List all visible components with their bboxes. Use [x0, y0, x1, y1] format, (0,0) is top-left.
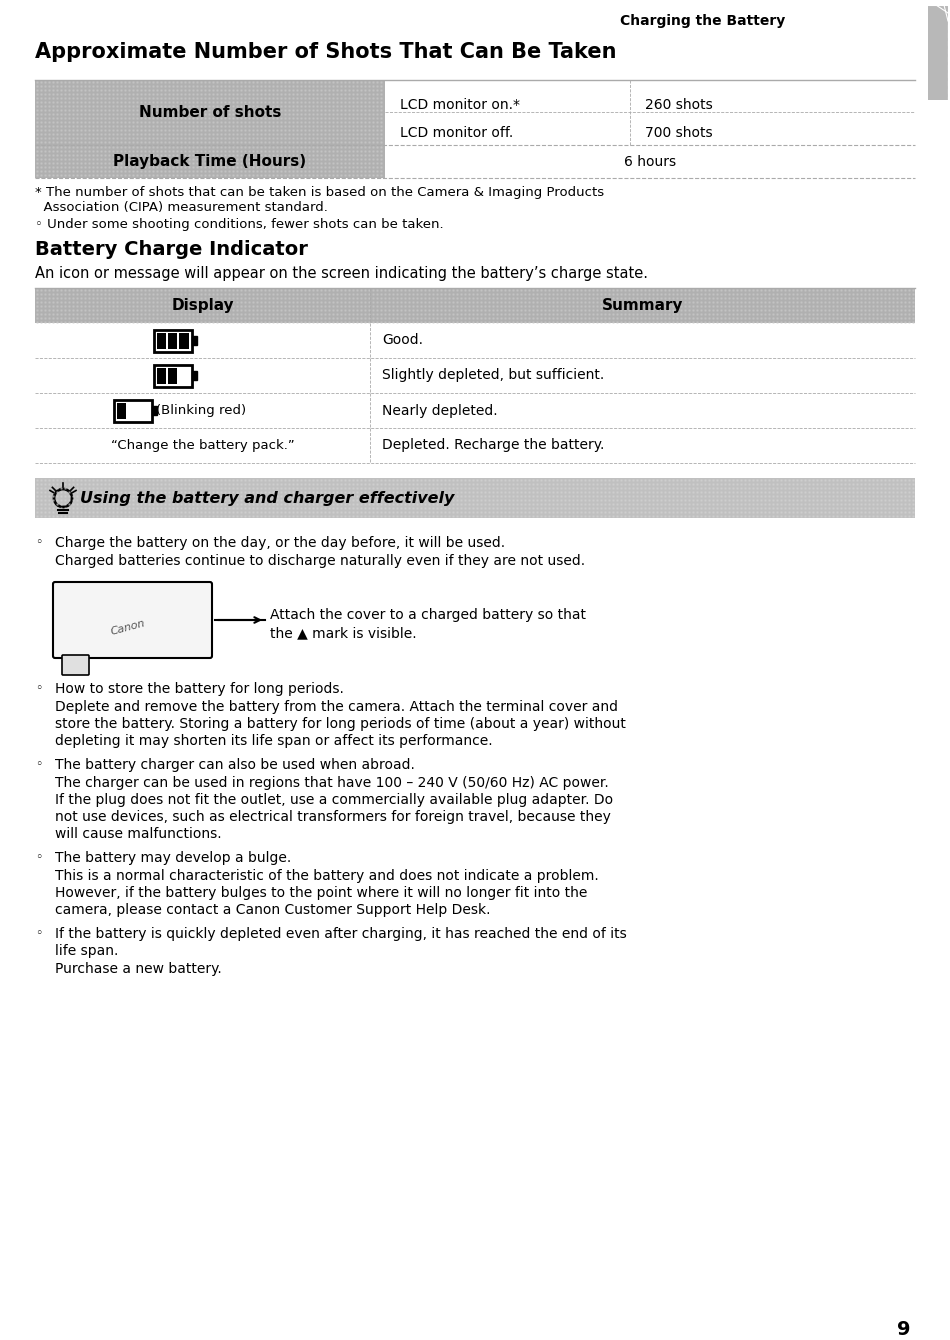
Text: life span.: life span.	[55, 943, 119, 958]
Text: LCD monitor off.: LCD monitor off.	[400, 126, 513, 139]
Text: Purchase a new battery.: Purchase a new battery.	[55, 962, 221, 976]
Bar	[35, 478, 915, 519]
Text: Charged batteries continue to discharge naturally even if they are not used.: Charged batteries continue to discharge …	[55, 553, 585, 568]
Text: ◦: ◦	[35, 851, 43, 864]
Text: 260 shots: 260 shots	[645, 98, 712, 113]
Text: Slightly depleted, but sufficient.: Slightly depleted, but sufficient.	[382, 369, 604, 382]
Text: Battery Charge Indicator: Battery Charge Indicator	[35, 240, 308, 259]
Text: will cause malfunctions.: will cause malfunctions.	[55, 827, 221, 842]
Text: How to store the battery for long periods.: How to store the battery for long period…	[55, 682, 344, 695]
Text: The battery may develop a bulge.: The battery may develop a bulge.	[55, 851, 292, 866]
Text: An icon or message will appear on the screen indicating the battery’s charge sta: An icon or message will appear on the sc…	[35, 267, 648, 281]
Text: ◦: ◦	[35, 758, 43, 770]
Bar	[35, 288, 915, 323]
Text: Depleted. Recharge the battery.: Depleted. Recharge the battery.	[382, 438, 604, 453]
Text: not use devices, such as electrical transformers for foreign travel, because the: not use devices, such as electrical tran…	[55, 809, 611, 824]
Text: 6 hours: 6 hours	[624, 154, 676, 169]
Text: This is a normal characteristic of the battery and does not indicate a problem.: This is a normal characteristic of the b…	[55, 870, 598, 883]
Text: “Change the battery pack.”: “Change the battery pack.”	[110, 440, 294, 452]
Text: The battery charger can also be used when abroad.: The battery charger can also be used whe…	[55, 758, 415, 772]
Text: ◦: ◦	[35, 682, 43, 695]
Text: Summary: Summary	[601, 297, 683, 314]
Bar	[154, 364, 192, 386]
Bar	[35, 80, 385, 145]
Text: However, if the battery bulges to the point where it will no longer fit into the: However, if the battery bulges to the po…	[55, 886, 587, 900]
Bar	[928, 5, 948, 100]
Text: 700 shots: 700 shots	[645, 126, 712, 139]
FancyBboxPatch shape	[53, 582, 212, 658]
Text: If the plug does not fit the outlet, use a commercially available plug adapter. : If the plug does not fit the outlet, use…	[55, 793, 613, 807]
Bar	[151, 406, 157, 415]
Text: Attach the cover to a charged battery so that: Attach the cover to a charged battery so…	[270, 608, 586, 622]
Bar	[157, 332, 166, 348]
Text: 9: 9	[897, 1320, 910, 1339]
Text: * The number of shots that can be taken is based on the Camera & Imaging Product: * The number of shots that can be taken …	[35, 186, 604, 200]
Text: Number of shots: Number of shots	[139, 105, 281, 121]
Text: ◦ Under some shooting conditions, fewer shots can be taken.: ◦ Under some shooting conditions, fewer …	[35, 218, 444, 230]
Text: If the battery is quickly depleted even after charging, it has reached the end o: If the battery is quickly depleted even …	[55, 927, 627, 941]
Text: Charging the Battery: Charging the Battery	[620, 13, 786, 28]
Bar	[35, 145, 385, 178]
Bar	[113, 399, 151, 422]
Bar	[192, 371, 197, 381]
Bar	[168, 332, 177, 348]
Text: store the battery. Storing a battery for long periods of time (about a year) wit: store the battery. Storing a battery for…	[55, 717, 626, 732]
Text: Association (CIPA) measurement standard.: Association (CIPA) measurement standard.	[35, 201, 328, 214]
Bar	[168, 367, 177, 383]
Bar	[154, 330, 192, 351]
Bar	[192, 335, 197, 346]
FancyBboxPatch shape	[62, 655, 89, 675]
Text: ◦: ◦	[35, 927, 43, 939]
Text: Display: Display	[171, 297, 234, 314]
Text: Canon: Canon	[109, 619, 146, 638]
Text: Playback Time (Hours): Playback Time (Hours)	[113, 154, 307, 169]
Text: the ▲ mark is visible.: the ▲ mark is visible.	[270, 626, 417, 641]
Text: ◦: ◦	[35, 536, 43, 549]
Bar	[157, 367, 166, 383]
Text: depleting it may shorten its life span or affect its performance.: depleting it may shorten its life span o…	[55, 734, 493, 748]
Text: (Blinking red): (Blinking red)	[156, 403, 246, 417]
Text: LCD monitor on.*: LCD monitor on.*	[400, 98, 520, 113]
Text: The charger can be used in regions that have 100 – 240 V (50/60 Hz) AC power.: The charger can be used in regions that …	[55, 776, 609, 791]
Text: Using the battery and charger effectively: Using the battery and charger effectivel…	[80, 490, 454, 505]
Text: Good.: Good.	[382, 334, 423, 347]
Text: Nearly depleted.: Nearly depleted.	[382, 403, 498, 418]
Text: Deplete and remove the battery from the camera. Attach the terminal cover and: Deplete and remove the battery from the …	[55, 699, 618, 714]
Bar	[117, 402, 125, 418]
Text: Approximate Number of Shots That Can Be Taken: Approximate Number of Shots That Can Be …	[35, 42, 617, 62]
Bar	[180, 332, 188, 348]
Text: camera, please contact a Canon Customer Support Help Desk.: camera, please contact a Canon Customer …	[55, 903, 490, 917]
Text: Charge the battery on the day, or the day before, it will be used.: Charge the battery on the day, or the da…	[55, 536, 505, 549]
